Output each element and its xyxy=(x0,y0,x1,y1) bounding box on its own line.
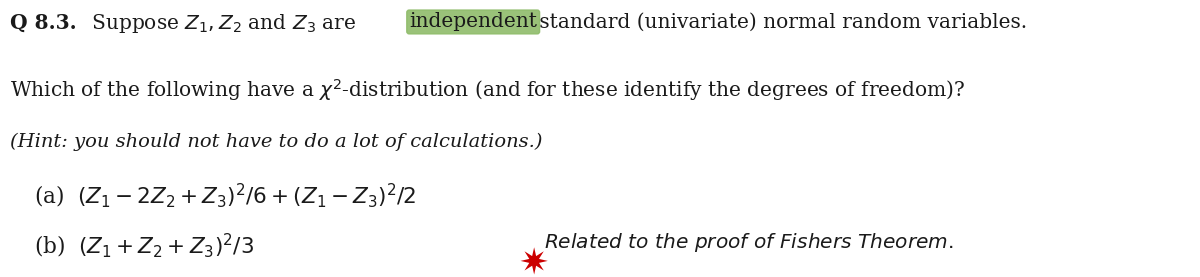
Text: standard (univariate) normal random variables.: standard (univariate) normal random vari… xyxy=(533,12,1027,32)
Text: Which of the following have a $\chi^2$-distribution (and for these identify the : Which of the following have a $\chi^2$-d… xyxy=(10,78,965,104)
Text: (Hint: you should not have to do a lot of calculations.): (Hint: you should not have to do a lot o… xyxy=(10,133,542,151)
Text: (b)  $(Z_1 + Z_2 + Z_3)^2/3$: (b) $(Z_1 + Z_2 + Z_3)^2/3$ xyxy=(34,231,253,260)
Text: (a)  $(Z_1 - 2Z_2 + Z_3)^2/6 + (Z_1 - Z_3)^2/2$: (a) $(Z_1 - 2Z_2 + Z_3)^2/6 + (Z_1 - Z_3… xyxy=(34,181,416,210)
Text: Suppose $Z_1, Z_2$ and $Z_3$ are: Suppose $Z_1, Z_2$ and $Z_3$ are xyxy=(85,12,358,35)
Text: $\mathit{Related\ to\ the\ proof\ of\ Fishers\ Theorem.}$: $\mathit{Related\ to\ the\ proof\ of\ Fi… xyxy=(544,231,953,254)
Text: ✷: ✷ xyxy=(518,248,548,277)
Text: independent: independent xyxy=(409,12,538,32)
Text: Q 8.3.: Q 8.3. xyxy=(10,12,77,32)
